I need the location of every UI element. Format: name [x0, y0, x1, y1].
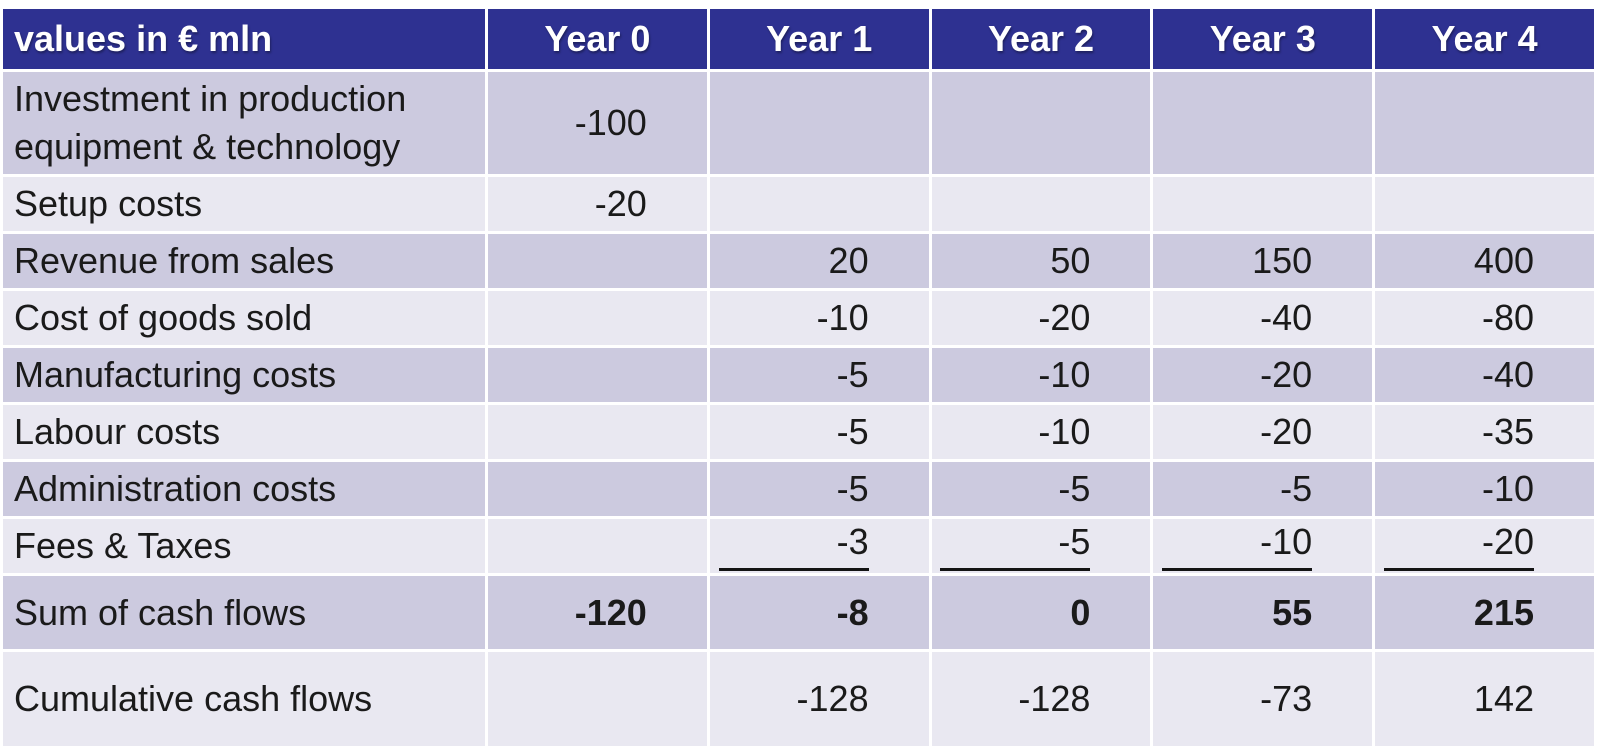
- table-row: Sum of cash flows -120 -8 0 55 215: [3, 576, 1594, 649]
- value-cell-year2: -5: [931, 519, 1151, 573]
- table-row: Investment in production equipment & tec…: [3, 72, 1594, 174]
- table-row: Fees & Taxes -3 -5 -10 -20: [3, 519, 1594, 573]
- table-row: Revenue from sales 20 50 150 400: [3, 234, 1594, 288]
- value-cell-year4: 400: [1375, 234, 1594, 288]
- sum-underline-value: -3: [718, 521, 869, 571]
- value-cell-year1: -5: [709, 462, 929, 516]
- row-label-cell: Investment in production equipment & tec…: [3, 72, 485, 174]
- value-cell-year2: 50: [931, 234, 1151, 288]
- table-row: Cumulative cash flows -128 -128 -73 142: [3, 652, 1594, 746]
- value-cell-year2: [931, 72, 1151, 174]
- value-cell-year3: 150: [1153, 234, 1373, 288]
- table-row: Setup costs -20: [3, 177, 1594, 231]
- value-cell-year1: -10: [709, 291, 929, 345]
- value-cell-year0: [488, 519, 707, 573]
- row-label-cell: Labour costs: [3, 405, 485, 459]
- value-cell-year2: [931, 177, 1151, 231]
- row-label-cell: Administration costs: [3, 462, 485, 516]
- row-label-cell: Revenue from sales: [3, 234, 485, 288]
- table-row: Cost of goods sold -10 -20 -40 -80: [3, 291, 1594, 345]
- value-cell-year0: [488, 462, 707, 516]
- value-cell-year0: [488, 652, 707, 746]
- column-header-year1: Year 1: [709, 9, 929, 69]
- table-row: Labour costs -5 -10 -20 -35: [3, 405, 1594, 459]
- value-cell-year3: 55: [1153, 576, 1373, 649]
- value-cell-year2: -20: [931, 291, 1151, 345]
- value-cell-year3: -20: [1153, 348, 1373, 402]
- value-cell-year1: -5: [709, 348, 929, 402]
- value-cell-year0: [488, 348, 707, 402]
- table-row: Administration costs -5 -5 -5 -10: [3, 462, 1594, 516]
- sum-underline-value: -20: [1384, 521, 1534, 571]
- sum-underline-value: -10: [1162, 521, 1313, 571]
- value-cell-year4: -80: [1375, 291, 1594, 345]
- value-cell-year1: -8: [709, 576, 929, 649]
- value-cell-year2: -5: [931, 462, 1151, 516]
- value-cell-year4: -35: [1375, 405, 1594, 459]
- table-body: Investment in production equipment & tec…: [3, 72, 1594, 746]
- value-cell-year1: [709, 72, 929, 174]
- value-cell-year2: -10: [931, 405, 1151, 459]
- column-header-year2: Year 2: [931, 9, 1151, 69]
- value-cell-year0: [488, 291, 707, 345]
- value-cell-year1: 20: [709, 234, 929, 288]
- value-cell-year1: -3: [709, 519, 929, 573]
- value-cell-year0: [488, 234, 707, 288]
- value-cell-year0: -20: [488, 177, 707, 231]
- value-cell-year0: -120: [488, 576, 707, 649]
- row-label-cell: Sum of cash flows: [3, 576, 485, 649]
- row-label-cell: Setup costs: [3, 177, 485, 231]
- cash-flow-table: values in € mln Year 0 Year 1 Year 2 Yea…: [0, 6, 1597, 749]
- value-cell-year3: -40: [1153, 291, 1373, 345]
- column-header-year3: Year 3: [1153, 9, 1373, 69]
- value-cell-year2: -10: [931, 348, 1151, 402]
- value-cell-year2: -128: [931, 652, 1151, 746]
- value-cell-year2: 0: [931, 576, 1151, 649]
- table-title-cell: values in € mln: [3, 9, 485, 69]
- value-cell-year4: 215: [1375, 576, 1594, 649]
- value-cell-year4: [1375, 177, 1594, 231]
- value-cell-year1: -128: [709, 652, 929, 746]
- value-cell-year4: -20: [1375, 519, 1594, 573]
- value-cell-year0: [488, 405, 707, 459]
- value-cell-year4: [1375, 72, 1594, 174]
- table-row: Manufacturing costs -5 -10 -20 -40: [3, 348, 1594, 402]
- column-header-year0: Year 0: [488, 9, 707, 69]
- value-cell-year0: -100: [488, 72, 707, 174]
- value-cell-year3: -73: [1153, 652, 1373, 746]
- row-label-cell: Cumulative cash flows: [3, 652, 485, 746]
- value-cell-year1: [709, 177, 929, 231]
- column-header-year4: Year 4: [1375, 9, 1594, 69]
- row-label-cell: Fees & Taxes: [3, 519, 485, 573]
- value-cell-year4: -10: [1375, 462, 1594, 516]
- sum-underline-value: -5: [940, 521, 1091, 571]
- value-cell-year4: 142: [1375, 652, 1594, 746]
- row-label-cell: Cost of goods sold: [3, 291, 485, 345]
- value-cell-year3: -10: [1153, 519, 1373, 573]
- value-cell-year3: -5: [1153, 462, 1373, 516]
- header-row: values in € mln Year 0 Year 1 Year 2 Yea…: [3, 9, 1594, 69]
- value-cell-year3: -20: [1153, 405, 1373, 459]
- value-cell-year4: -40: [1375, 348, 1594, 402]
- value-cell-year1: -5: [709, 405, 929, 459]
- row-label-cell: Manufacturing costs: [3, 348, 485, 402]
- value-cell-year3: [1153, 177, 1373, 231]
- value-cell-year3: [1153, 72, 1373, 174]
